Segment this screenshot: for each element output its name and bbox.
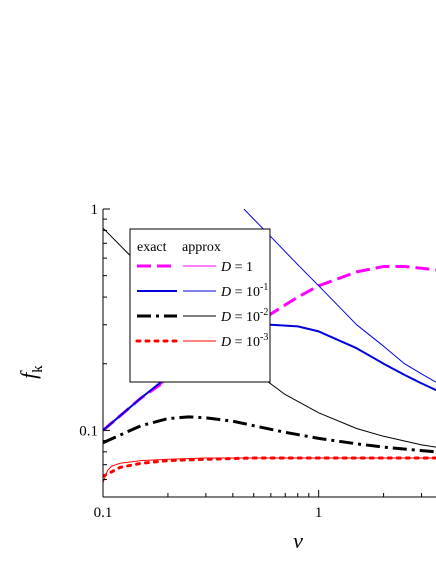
- legend-entry-2: D = 10-2: [137, 307, 268, 325]
- series-line-3-approx: [243, 209, 436, 383]
- series-line-6-exact: [103, 456, 436, 478]
- series-line-0-exact: [103, 265, 436, 432]
- x-tick-label: 1: [315, 505, 323, 521]
- legend-entry-0: D = 1: [137, 260, 253, 275]
- legend-label: D = 10-1: [220, 282, 268, 300]
- series-line-7-approx: [103, 457, 436, 483]
- legend-entry-3: D = 10-3: [135, 332, 268, 350]
- y-axis-title-main: f: [16, 370, 41, 379]
- legend-label: D = 10-2: [220, 307, 268, 325]
- y-axis-title: fk: [16, 365, 46, 379]
- legend-label: D = 10-3: [220, 332, 268, 350]
- legend-header-approx: approx: [182, 240, 221, 255]
- series-line-4-exact: [103, 415, 436, 454]
- x-axis-title: v: [293, 528, 303, 553]
- x-tick-label: 0.1: [94, 505, 113, 521]
- legend-label: D = 1: [220, 260, 253, 275]
- axes-layer: 0.1 1 0.1 1: [79, 202, 436, 521]
- y-tick-label: 1: [91, 202, 99, 218]
- y-tick-label: 0.1: [79, 423, 98, 439]
- legend-header-exact: exact: [137, 240, 167, 255]
- legend-entry-1: D = 10-1: [137, 282, 268, 300]
- y-axis-title-sub: k: [30, 365, 46, 373]
- legend-box: [129, 228, 271, 383]
- legend: exact approx D = 1 D = 10-1 D = 10-2 D = 10…: [129, 228, 271, 383]
